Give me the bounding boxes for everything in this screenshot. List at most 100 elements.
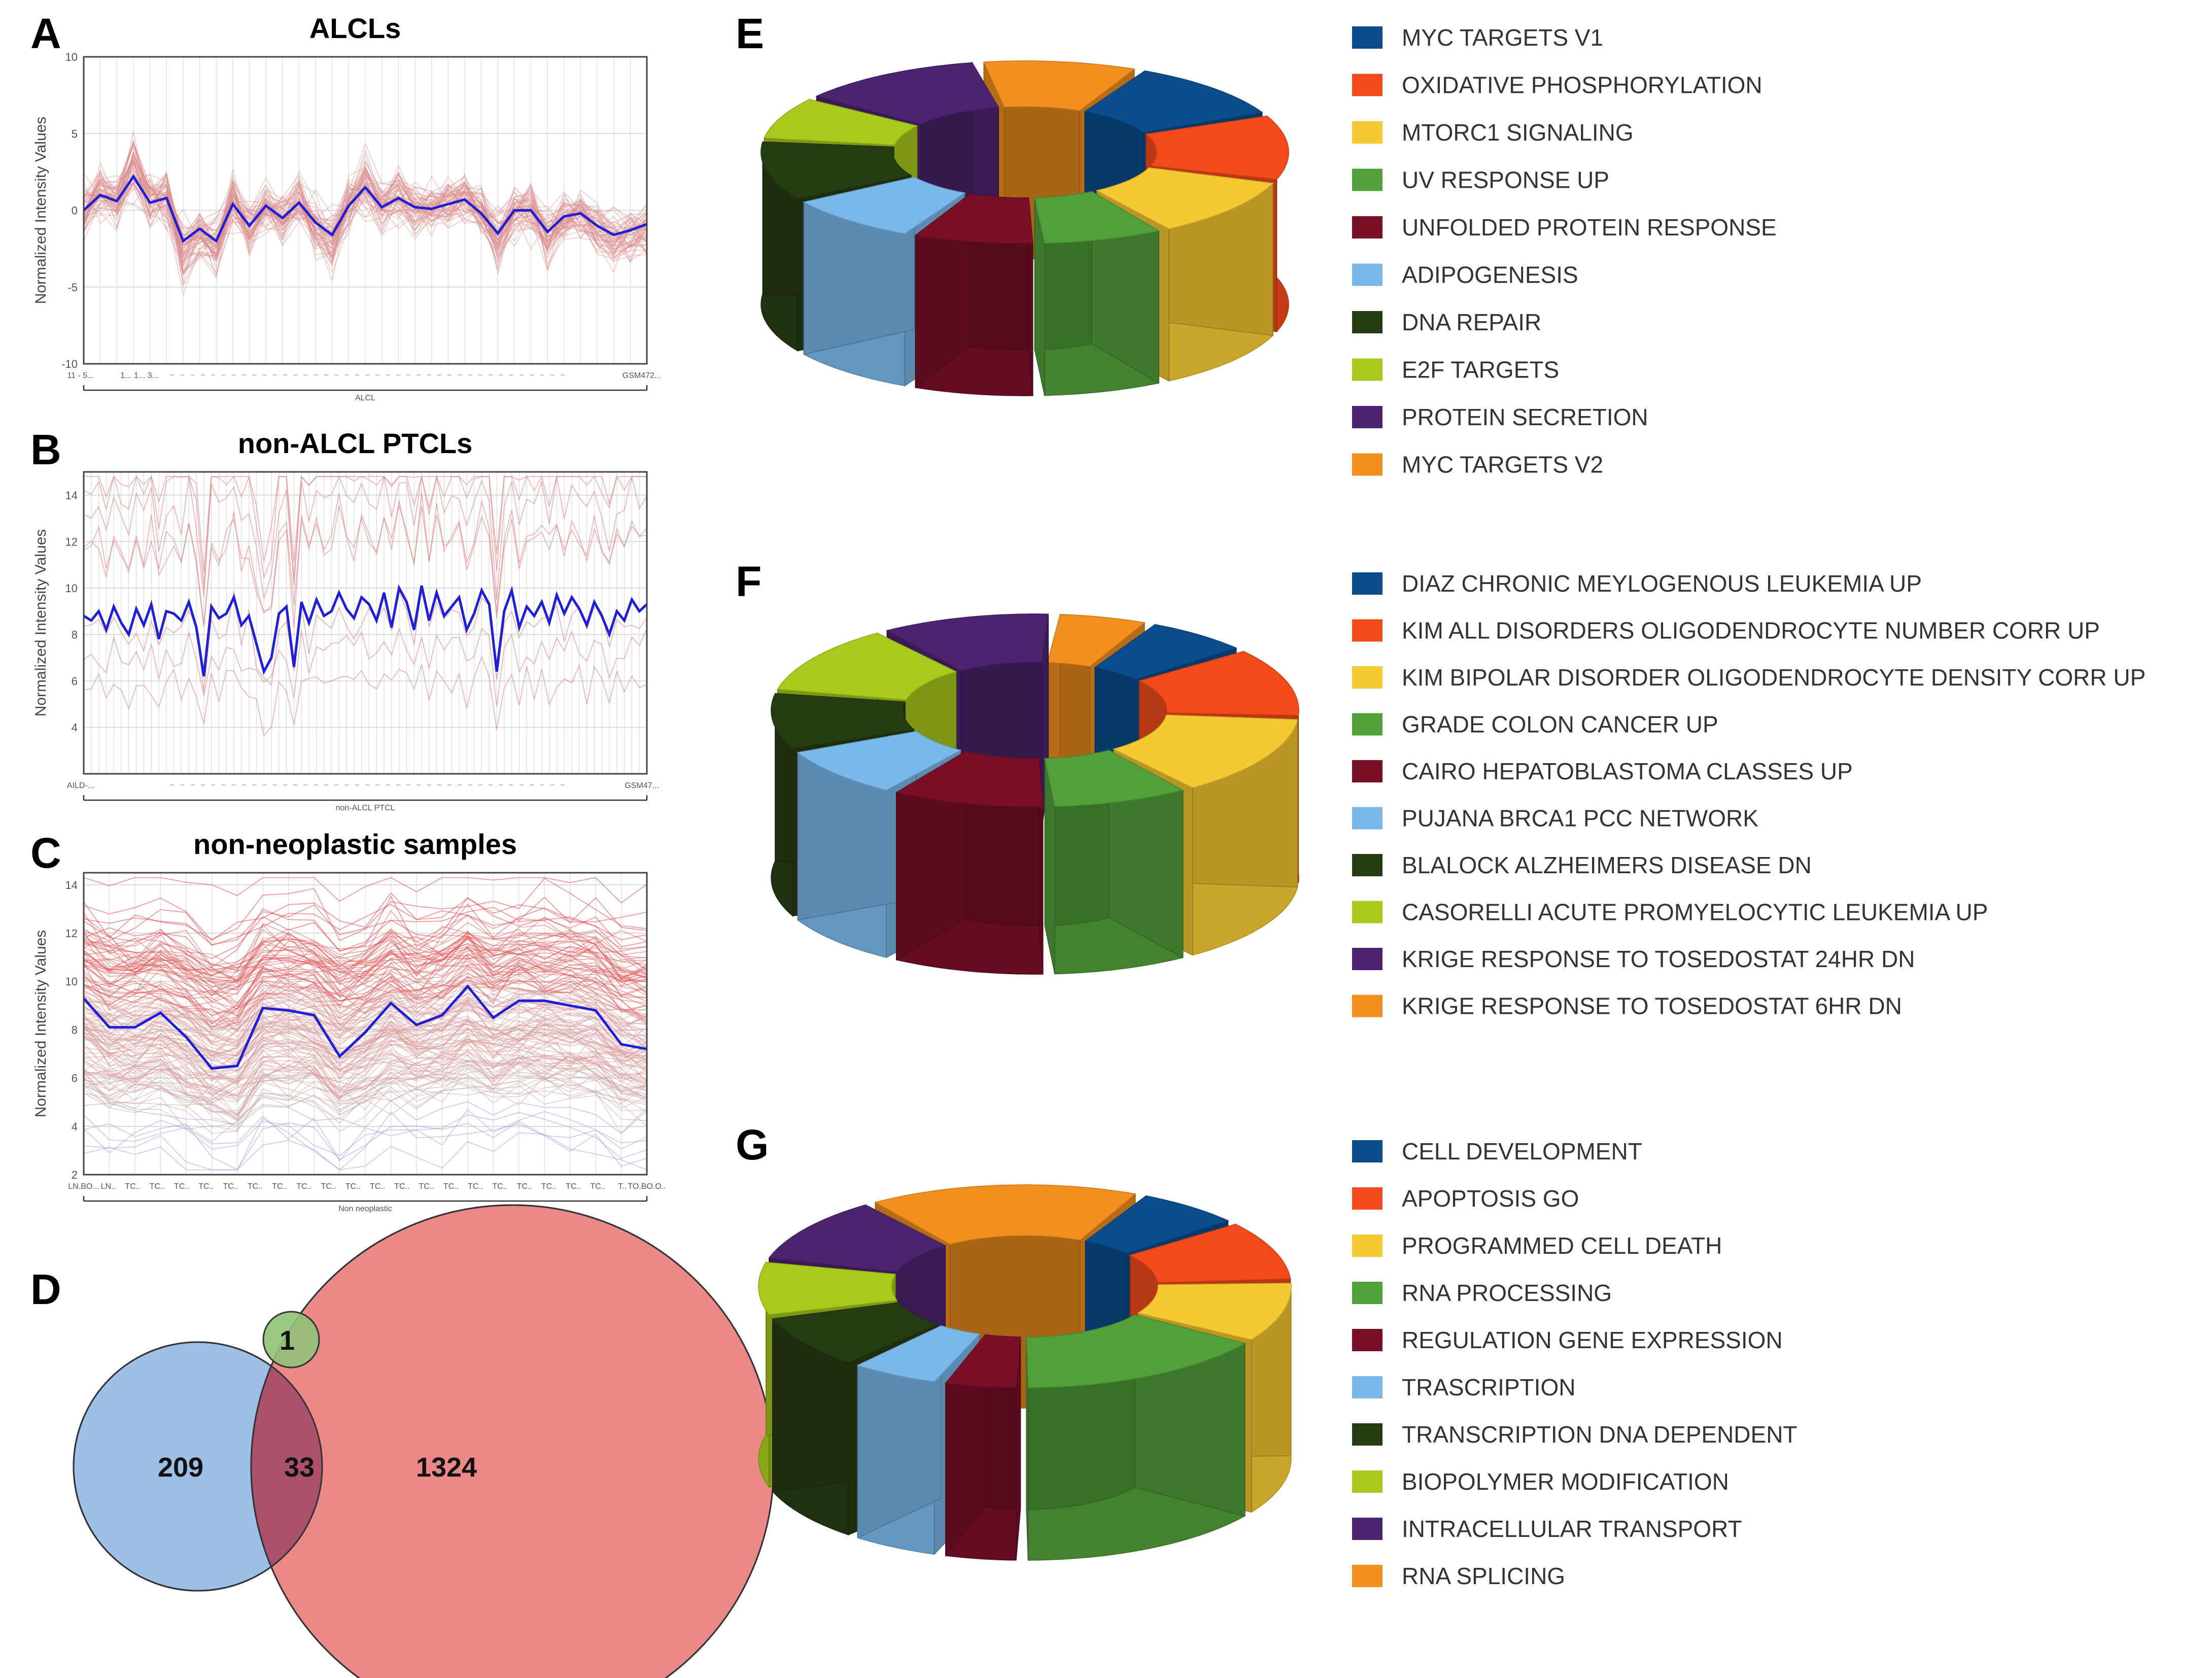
profile-line bbox=[83, 979, 647, 1025]
profile-line bbox=[83, 131, 647, 272]
slice-top-face bbox=[945, 1334, 1021, 1388]
legend-swatch bbox=[1352, 854, 1382, 876]
profile-line bbox=[83, 1000, 647, 1040]
profile-line bbox=[83, 999, 647, 1057]
profile-line bbox=[83, 1077, 647, 1109]
legend-swatch bbox=[1352, 358, 1382, 381]
profile-line bbox=[83, 493, 647, 628]
profile-line bbox=[83, 159, 647, 268]
profile-line bbox=[83, 1019, 647, 1072]
y-tick-label: 14 bbox=[65, 489, 78, 502]
profile-line bbox=[83, 171, 647, 267]
legend-label: DNA REPAIR bbox=[1402, 309, 1541, 335]
profile-line bbox=[83, 958, 647, 1032]
x-tick-label: LN.BO... bbox=[68, 1182, 99, 1191]
x-tick-label: TC.. bbox=[321, 1182, 336, 1191]
x-tick-label: TC.. bbox=[345, 1182, 361, 1191]
legend-label: BLALOCK ALZHEIMERS DISEASE DN bbox=[1402, 852, 1812, 878]
x-tick-label-first: 11 - 5... bbox=[67, 371, 94, 380]
profile-line bbox=[83, 169, 647, 279]
y-tick-label: 6 bbox=[72, 675, 78, 688]
legend-swatch bbox=[1352, 74, 1382, 96]
legend-swatch bbox=[1352, 1518, 1382, 1540]
profile-line bbox=[83, 182, 647, 255]
profile-line bbox=[83, 588, 647, 692]
legend-label: MYC TARGETS V1 bbox=[1402, 24, 1603, 51]
profile-line bbox=[83, 1015, 647, 1070]
donut-chart-g bbox=[758, 1184, 1292, 1561]
slice-top-face bbox=[1044, 749, 1184, 807]
profile-line bbox=[84, 475, 647, 573]
legend-label: PROGRAMMED CELL DEATH bbox=[1402, 1232, 1722, 1259]
donut-slice bbox=[1044, 749, 1184, 975]
x-tick-label: TC.. bbox=[566, 1182, 581, 1191]
x-tick-label: TC.. bbox=[419, 1182, 434, 1191]
slice-top-face bbox=[914, 193, 1033, 244]
legend-swatch bbox=[1352, 572, 1382, 595]
profile-line bbox=[83, 163, 647, 284]
legend-g: CELL DEVELOPMENT APOPTOSIS GO PROGRAMMED C… bbox=[1352, 1138, 1798, 1589]
profile-line bbox=[83, 1000, 647, 1061]
chart-c-title: non-neoplastic samples bbox=[193, 828, 517, 860]
profile-line bbox=[83, 627, 647, 707]
slice-top-face bbox=[761, 141, 913, 199]
legend-swatch bbox=[1352, 995, 1382, 1017]
panel-letter-a: A bbox=[30, 10, 61, 57]
profile-line bbox=[83, 174, 647, 244]
legend-swatch bbox=[1352, 216, 1382, 238]
legend-swatch bbox=[1352, 807, 1382, 830]
slice-top-face bbox=[1084, 70, 1263, 133]
profile-line bbox=[83, 960, 647, 1033]
x-tick-label: TC.. bbox=[174, 1182, 189, 1191]
legend-swatch bbox=[1352, 1329, 1382, 1351]
slice-top-face bbox=[797, 731, 962, 791]
venn-count-non-alcl-ptcl: 1 bbox=[280, 1325, 295, 1356]
x-axis-group-label: Non neoplastic bbox=[338, 1205, 392, 1213]
x-tick-label: TC.. bbox=[125, 1182, 140, 1191]
profile-line bbox=[83, 143, 647, 280]
panel-letter-e: E bbox=[736, 10, 764, 57]
slice-top-face bbox=[758, 1261, 898, 1315]
profile-line bbox=[83, 160, 647, 261]
profile-line bbox=[83, 1076, 647, 1120]
profile-line bbox=[83, 936, 647, 982]
slice-top-face bbox=[1094, 624, 1237, 680]
slice-top-face bbox=[803, 177, 966, 234]
profile-line bbox=[83, 191, 647, 250]
legend-swatch bbox=[1352, 901, 1382, 923]
profile-line bbox=[83, 934, 647, 992]
legend-label: E2F TARGETS bbox=[1402, 357, 1559, 383]
venn-count-alcl: 209 bbox=[158, 1452, 203, 1483]
highlight-series-line bbox=[83, 584, 648, 677]
profile-line bbox=[83, 1114, 647, 1160]
y-tick-label: 10 bbox=[65, 582, 78, 595]
legend-label: TRASCRIPTION bbox=[1402, 1374, 1575, 1400]
profile-line bbox=[83, 167, 647, 267]
legend-swatch bbox=[1352, 948, 1382, 970]
x-tick-label: TC.. bbox=[468, 1182, 483, 1191]
profile-line bbox=[83, 154, 647, 277]
slice-top-face bbox=[1145, 115, 1289, 180]
legend-swatch bbox=[1352, 263, 1382, 286]
legend-label: KRIGE RESPONSE TO TOSEDOSTAT 6HR DN bbox=[1402, 993, 1902, 1019]
y-tick-label: 14 bbox=[65, 879, 78, 892]
line-chart-a: 10 5 0 -5 -10 Normalized Intensity Values ALCL… bbox=[32, 51, 661, 402]
legend-label: KRIGE RESPONSE TO TOSEDOSTAT 24HR DN bbox=[1402, 946, 1915, 972]
profile-line bbox=[83, 161, 647, 245]
x-tick-label: TC.. bbox=[150, 1182, 165, 1191]
profile-line bbox=[83, 1031, 647, 1084]
profile-line bbox=[83, 1060, 647, 1126]
y-tick-label: 8 bbox=[72, 628, 78, 641]
x-tick-label: TC.. bbox=[517, 1182, 532, 1191]
chart-b-title: non-ALCL PTCLs bbox=[238, 427, 472, 459]
slice-top-face bbox=[764, 99, 918, 146]
profile-line bbox=[83, 1037, 647, 1086]
slice-top-face bbox=[856, 1325, 981, 1382]
legend-swatch bbox=[1352, 760, 1382, 782]
donut-slice bbox=[1034, 191, 1160, 396]
profile-line bbox=[83, 142, 647, 262]
slice-top-face bbox=[874, 1184, 1136, 1245]
profile-line bbox=[83, 930, 647, 979]
profile-line bbox=[83, 1012, 647, 1081]
